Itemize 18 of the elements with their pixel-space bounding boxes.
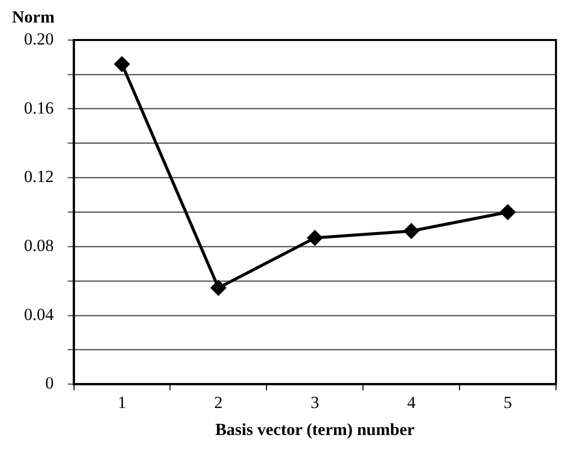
y-tick-label: 0.16 <box>24 98 54 118</box>
y-tick-label: 0 <box>45 374 54 393</box>
x-tick-label: 5 <box>504 392 512 412</box>
point <box>307 230 322 246</box>
point <box>500 204 516 220</box>
x-tick-label: 1 <box>118 392 126 412</box>
y-tick-label: 0.08 <box>24 236 54 255</box>
x-tick-label: 2 <box>214 392 223 412</box>
point <box>404 224 419 239</box>
x-tick-label: 3 <box>310 392 320 412</box>
point <box>210 280 226 296</box>
y-axis-title: Norm <box>12 7 54 26</box>
x-axis-title: Basis vector (term) number <box>215 420 416 440</box>
y-tick-label: 0.04 <box>24 304 54 324</box>
point <box>114 56 130 72</box>
y-tick-label: 0.20 <box>24 29 54 48</box>
x-tick-label: 4 <box>407 392 416 412</box>
y-tick-label: 0.12 <box>24 167 54 186</box>
